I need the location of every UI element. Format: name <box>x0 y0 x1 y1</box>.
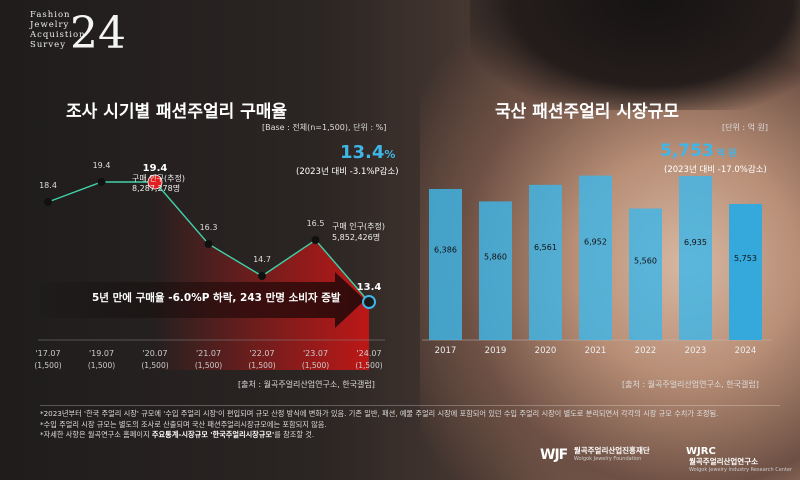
bar <box>629 208 662 340</box>
logo-number: 24 <box>70 8 126 59</box>
bar-value-label: 6,386 <box>434 245 457 254</box>
x-tick-label: 2017 <box>435 346 457 356</box>
x-tick-label: 2020 <box>535 346 557 356</box>
x-tick-sample-size: (1,500) <box>88 361 115 370</box>
x-tick-label: '19.07 <box>89 349 114 358</box>
bar <box>729 203 762 340</box>
x-tick-sample-size: (1,500) <box>248 361 275 370</box>
line-chart-highlight-unit: % <box>384 148 396 161</box>
bar <box>579 175 612 340</box>
bar-value-label: 6,952 <box>584 238 607 247</box>
bar-chart-title: 국산 패션주얼리 시장규모 <box>495 102 679 122</box>
line-chart-highlight-sub: (2023년 대비 -3.1%P감소) <box>296 167 399 177</box>
x-tick-sample-size: (1,500) <box>141 361 168 370</box>
bar-chart-highlight-unit: 억 원 <box>716 149 737 159</box>
footnote-1: *2023년부터 '한국 주얼리 시장' 규모에 '수입 주얼리 시장'이 편입… <box>40 409 719 418</box>
footnote-3-post: 를 참조할 것. <box>274 430 315 439</box>
brand-wjf-name: 월곡주얼리산업진흥재단 <box>573 446 650 455</box>
bar <box>479 201 512 340</box>
x-tick-sample-size: (1,500) <box>302 361 329 370</box>
brand-wjf: WJF 월곡주얼리산업진흥재단 Wolgok Jewelry Foundatio… <box>540 446 650 464</box>
data-point-highlight-latest <box>362 295 376 309</box>
data-label: 16.5 <box>307 219 325 228</box>
annotation-2020-value: 8,287,278명 <box>132 184 181 193</box>
x-tick-label: '17.07 <box>35 349 60 358</box>
line-chart-highlight: 13.4% <box>340 142 395 163</box>
data-label: 18.4 <box>39 181 57 190</box>
logo-line-4: Survey <box>30 40 66 50</box>
decline-arrow <box>40 272 365 328</box>
footnote-3-bold: 주요통계-시장규모 '한국주얼리시장규모' <box>151 430 275 439</box>
data-label: 19.4 <box>93 161 111 170</box>
brand-wjrc-mark: WJRC <box>686 446 716 457</box>
bar-chart-unit-note: [단위 : 억 원] <box>722 123 769 132</box>
bar-value-label: 6,561 <box>534 243 557 252</box>
bar-value-label: 5,753 <box>734 254 757 263</box>
bar-chart-highlight-value: 5,753 <box>660 141 714 161</box>
data-point <box>204 240 213 248</box>
bar-chart-highlight: 5,753 억 원 <box>660 141 736 161</box>
bar <box>429 188 462 340</box>
brand-wjrc-en: Wolgok Jewelry Industry Research Center <box>689 467 793 473</box>
line-chart-base-note: [Base : 전체(n=1,500), 단위 : %] <box>262 123 387 132</box>
brand-wjrc-name: 월곡주얼리산업연구소 <box>689 457 758 466</box>
x-tick-label: '23.07 <box>303 349 328 358</box>
footnote-2: *수입 주얼리 시장 규모는 별도의 조사로 산출되며 국산 패션주얼리시장규모… <box>40 419 327 429</box>
brand-wjf-mark: WJF <box>540 447 568 463</box>
x-tick-sample-size: (1,500) <box>355 361 382 370</box>
bar-value-label: 5,560 <box>634 257 657 266</box>
data-label: 16.3 <box>200 223 218 232</box>
bar-value-label: 6,935 <box>684 238 707 247</box>
annotation-2020-label: 구매 인구(추정) <box>132 174 185 183</box>
annotation-2024-value: 5,852,426명 <box>332 233 381 242</box>
logo-line-1: Fashion <box>30 10 71 20</box>
x-tick-label: 2021 <box>585 346 607 356</box>
bar-value-label: 5,860 <box>484 253 507 262</box>
data-label: 14.7 <box>253 255 271 264</box>
data-point <box>44 198 52 206</box>
x-tick-sample-size: (1,500) <box>34 361 61 370</box>
x-tick-sample-size: (1,500) <box>195 361 222 370</box>
x-tick-label: 2023 <box>685 346 707 356</box>
survey-logo: Fashion Jewelry Acquistion Survey 24 <box>30 8 126 59</box>
line-chart-source: [출처 : 월곡주얼리산업연구소, 한국갤럽] <box>238 380 375 389</box>
bar <box>529 184 562 340</box>
decline-arrow-text: 5년 만에 구매율 -6.0%P 하락, 243 만명 소비자 증발 <box>92 292 341 304</box>
logo-line-3: Acquistion <box>30 30 86 40</box>
x-tick-label: '21.07 <box>196 349 221 358</box>
data-point <box>97 178 106 186</box>
x-tick-label: '20.07 <box>142 349 167 358</box>
footnote-3: *자세한 사항은 월곡연구소 홈페이지 주요통계-시장규모 '한국주얼리시장규모… <box>40 430 780 441</box>
footnote-3-pre: *자세한 사항은 월곡연구소 홈페이지 <box>40 430 152 439</box>
x-tick-label: '22.07 <box>249 349 274 358</box>
line-chart-highlight-value: 13.4 <box>340 142 385 163</box>
data-label: 13.4 <box>357 282 382 293</box>
brand-wjf-en: Wolgok Jewelry Foundation <box>573 456 642 462</box>
data-point <box>311 236 320 244</box>
data-point <box>258 272 266 280</box>
background-hair <box>470 0 800 110</box>
x-tick-label: 2019 <box>485 346 507 356</box>
data-point-highlight-max <box>147 174 163 190</box>
bar-chart-source: [출처 : 월곡주얼리산업연구소, 한국갤럽] <box>622 380 759 389</box>
line-chart: 18.4 '17.07 (1,500) 19.4 '19.07 (1,500) 19.4 '2… <box>34 161 385 370</box>
data-label: 19.4 <box>143 163 168 174</box>
brand-wjrc: WJRC 월곡주얼리산업연구소 Wolgok Jewelry Industry … <box>686 446 800 475</box>
line-chart-title: 조사 시기별 패션주얼리 구매율 <box>66 102 288 122</box>
bar-chart-highlight-sub: (2023년 대비 -17.0%감소) <box>664 165 767 175</box>
x-tick-label: 2024 <box>735 346 757 356</box>
footnotes: *2023년부터 '한국 주얼리 시장' 규모에 '수입 주얼리 시장'이 편입… <box>40 405 780 441</box>
annotation-2024-label: 구매 인구(추정) <box>332 222 385 231</box>
bar <box>679 175 712 340</box>
logo-line-2: Jewelry <box>30 20 70 30</box>
x-tick-label: 2022 <box>635 346 657 356</box>
bar-chart: 6,386 2017 5,860 2019 6,561 2020 6,952 2021 5,56… <box>422 175 772 356</box>
x-tick-label: '24.07 <box>356 349 381 358</box>
